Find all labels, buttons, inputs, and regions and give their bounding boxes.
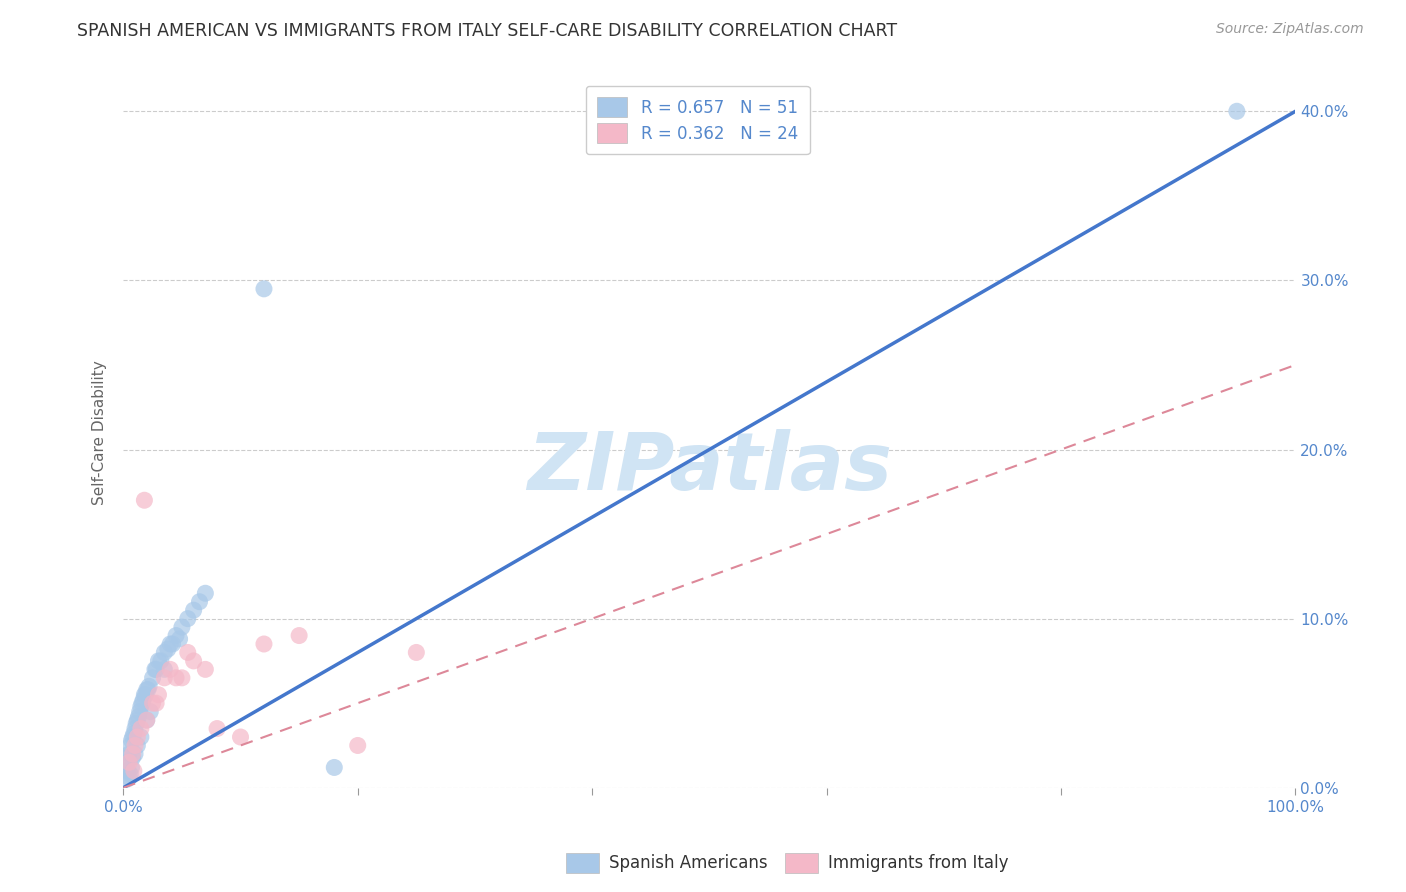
Point	[139, 705, 162, 719]
Point	[125, 716, 148, 731]
Point	[153, 671, 176, 685]
Point	[188, 595, 211, 609]
Point	[128, 710, 150, 724]
Point	[346, 739, 368, 753]
Point	[117, 750, 139, 764]
Text: Source: ZipAtlas.com: Source: ZipAtlas.com	[1216, 22, 1364, 37]
Point	[124, 747, 146, 761]
Point	[170, 671, 193, 685]
Point	[128, 705, 150, 719]
Text: ZIPatlas: ZIPatlas	[527, 429, 891, 508]
Point	[148, 688, 170, 702]
Point	[177, 645, 200, 659]
Point	[170, 620, 193, 634]
Point	[142, 696, 165, 710]
Point	[323, 760, 346, 774]
Point	[169, 632, 191, 646]
Point	[177, 612, 200, 626]
Point	[120, 739, 142, 753]
Point	[135, 688, 157, 702]
Point	[134, 493, 156, 508]
Point	[118, 747, 141, 761]
Point	[134, 688, 156, 702]
Point	[135, 713, 157, 727]
Point	[165, 628, 187, 642]
Point	[122, 764, 145, 778]
Point	[121, 733, 143, 747]
Point	[135, 682, 157, 697]
Text: SPANISH AMERICAN VS IMMIGRANTS FROM ITALY SELF-CARE DISABILITY CORRELATION CHART: SPANISH AMERICAN VS IMMIGRANTS FROM ITAL…	[77, 22, 897, 40]
Point	[115, 756, 138, 770]
Legend: Spanish Americans, Immigrants from Italy: Spanish Americans, Immigrants from Italy	[560, 847, 1015, 880]
Point	[153, 662, 176, 676]
Point	[131, 696, 153, 710]
Point	[145, 662, 167, 676]
Point	[118, 756, 141, 770]
Point	[120, 767, 142, 781]
Point	[183, 654, 205, 668]
Point	[159, 662, 181, 676]
Point	[124, 739, 146, 753]
Point	[118, 771, 141, 785]
Point	[129, 699, 152, 714]
Point	[122, 726, 145, 740]
Point	[135, 713, 157, 727]
Point	[194, 586, 217, 600]
Point	[143, 662, 166, 676]
Point	[156, 642, 179, 657]
Point	[121, 750, 143, 764]
Point	[229, 730, 252, 744]
Point	[129, 730, 152, 744]
Point	[124, 722, 146, 736]
Point	[121, 760, 143, 774]
Point	[136, 682, 159, 697]
Point	[148, 654, 170, 668]
Point	[138, 679, 160, 693]
Point	[205, 722, 228, 736]
Point	[153, 645, 176, 659]
Point	[127, 713, 149, 727]
Point	[142, 671, 165, 685]
Point	[145, 696, 167, 710]
Point	[162, 637, 184, 651]
Point	[1226, 104, 1249, 119]
Legend: R = 0.657   N = 51, R = 0.362   N = 24: R = 0.657 N = 51, R = 0.362 N = 24	[586, 86, 810, 154]
Point	[127, 739, 149, 753]
Point	[115, 772, 138, 787]
Point	[183, 603, 205, 617]
Point	[121, 747, 143, 761]
Point	[253, 637, 276, 651]
Point	[194, 662, 217, 676]
Point	[288, 628, 311, 642]
Point	[253, 282, 276, 296]
Point	[117, 764, 139, 778]
Point	[127, 730, 149, 744]
Point	[132, 693, 155, 707]
Point	[149, 654, 172, 668]
Point	[405, 645, 427, 659]
Point	[165, 671, 187, 685]
Point	[121, 730, 143, 744]
Point	[129, 722, 152, 736]
Point	[159, 637, 181, 651]
Y-axis label: Self-Care Disability: Self-Care Disability	[93, 360, 107, 505]
